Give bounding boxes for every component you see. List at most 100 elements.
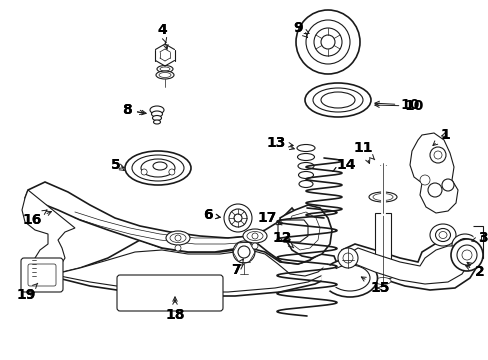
Ellipse shape (438, 231, 446, 239)
Text: 19: 19 (16, 288, 36, 302)
Text: 6: 6 (203, 208, 220, 222)
Text: 8: 8 (122, 103, 146, 117)
Circle shape (441, 179, 453, 191)
Text: 2: 2 (466, 262, 484, 279)
Ellipse shape (368, 192, 396, 202)
Ellipse shape (297, 162, 313, 170)
Ellipse shape (243, 229, 266, 243)
Ellipse shape (372, 194, 392, 201)
Ellipse shape (298, 171, 313, 179)
Circle shape (251, 233, 258, 239)
Circle shape (232, 241, 254, 263)
Text: 17: 17 (257, 211, 283, 225)
Ellipse shape (451, 234, 477, 256)
Text: 1: 1 (432, 128, 449, 145)
Ellipse shape (435, 229, 449, 242)
Circle shape (251, 243, 258, 249)
Circle shape (228, 209, 246, 227)
Circle shape (313, 28, 341, 56)
Circle shape (295, 10, 359, 74)
Circle shape (427, 183, 441, 197)
Ellipse shape (460, 242, 468, 248)
Circle shape (305, 20, 349, 64)
Text: 14: 14 (332, 158, 355, 172)
Circle shape (429, 147, 445, 163)
Text: 11: 11 (352, 141, 374, 160)
Text: 6: 6 (203, 208, 220, 222)
FancyBboxPatch shape (28, 264, 56, 286)
Ellipse shape (152, 116, 161, 121)
Text: 5: 5 (111, 158, 124, 172)
Ellipse shape (157, 66, 173, 72)
Ellipse shape (298, 180, 312, 188)
Text: 7: 7 (231, 263, 243, 277)
Ellipse shape (153, 120, 160, 124)
Text: 18: 18 (165, 297, 184, 322)
FancyBboxPatch shape (117, 275, 223, 311)
Ellipse shape (320, 92, 354, 108)
Text: 1: 1 (439, 128, 449, 142)
Text: 12: 12 (272, 231, 291, 245)
Polygon shape (409, 133, 457, 213)
Text: 12: 12 (272, 231, 293, 248)
Ellipse shape (429, 224, 455, 246)
Text: 15: 15 (361, 277, 389, 295)
Text: 9: 9 (293, 21, 308, 35)
Circle shape (461, 250, 471, 260)
Ellipse shape (153, 162, 167, 170)
Ellipse shape (374, 278, 390, 284)
Ellipse shape (329, 265, 369, 291)
Text: 19: 19 (16, 283, 38, 302)
Wedge shape (321, 264, 333, 292)
Circle shape (175, 235, 181, 241)
Ellipse shape (297, 153, 314, 161)
Circle shape (141, 169, 147, 175)
Text: 3: 3 (477, 231, 487, 245)
Ellipse shape (312, 88, 362, 112)
Text: 10: 10 (374, 99, 423, 113)
Ellipse shape (151, 111, 162, 117)
Ellipse shape (125, 151, 191, 185)
Text: 4: 4 (157, 23, 168, 49)
Polygon shape (287, 212, 319, 250)
Text: 11: 11 (352, 141, 372, 163)
Polygon shape (280, 205, 331, 258)
Circle shape (168, 169, 175, 175)
Text: 15: 15 (369, 281, 389, 295)
Text: 16: 16 (22, 210, 47, 227)
Text: 14: 14 (332, 158, 355, 172)
Text: 13: 13 (266, 136, 293, 150)
Circle shape (419, 175, 429, 185)
Ellipse shape (141, 159, 175, 177)
Circle shape (224, 204, 251, 232)
Circle shape (238, 246, 249, 258)
Text: 7: 7 (231, 259, 243, 277)
Polygon shape (347, 246, 469, 284)
Circle shape (342, 253, 352, 263)
Ellipse shape (322, 259, 377, 297)
Ellipse shape (170, 234, 185, 243)
Circle shape (450, 239, 482, 271)
Polygon shape (472, 226, 482, 258)
Text: 16: 16 (22, 211, 51, 227)
FancyBboxPatch shape (374, 213, 390, 273)
Text: 9: 9 (293, 21, 307, 37)
Ellipse shape (156, 71, 174, 79)
Text: 4: 4 (157, 23, 166, 42)
Polygon shape (25, 182, 319, 264)
Circle shape (234, 214, 242, 222)
Polygon shape (55, 250, 327, 292)
Ellipse shape (246, 231, 263, 240)
Text: 8: 8 (122, 103, 144, 117)
Ellipse shape (457, 239, 471, 252)
FancyBboxPatch shape (21, 258, 63, 292)
Polygon shape (278, 220, 307, 242)
Circle shape (456, 245, 476, 265)
Text: 3: 3 (471, 231, 487, 245)
Polygon shape (22, 190, 75, 270)
Ellipse shape (305, 83, 370, 117)
Circle shape (320, 35, 334, 49)
Text: 2: 2 (465, 265, 484, 279)
Polygon shape (38, 240, 337, 296)
Text: 17: 17 (257, 211, 282, 225)
